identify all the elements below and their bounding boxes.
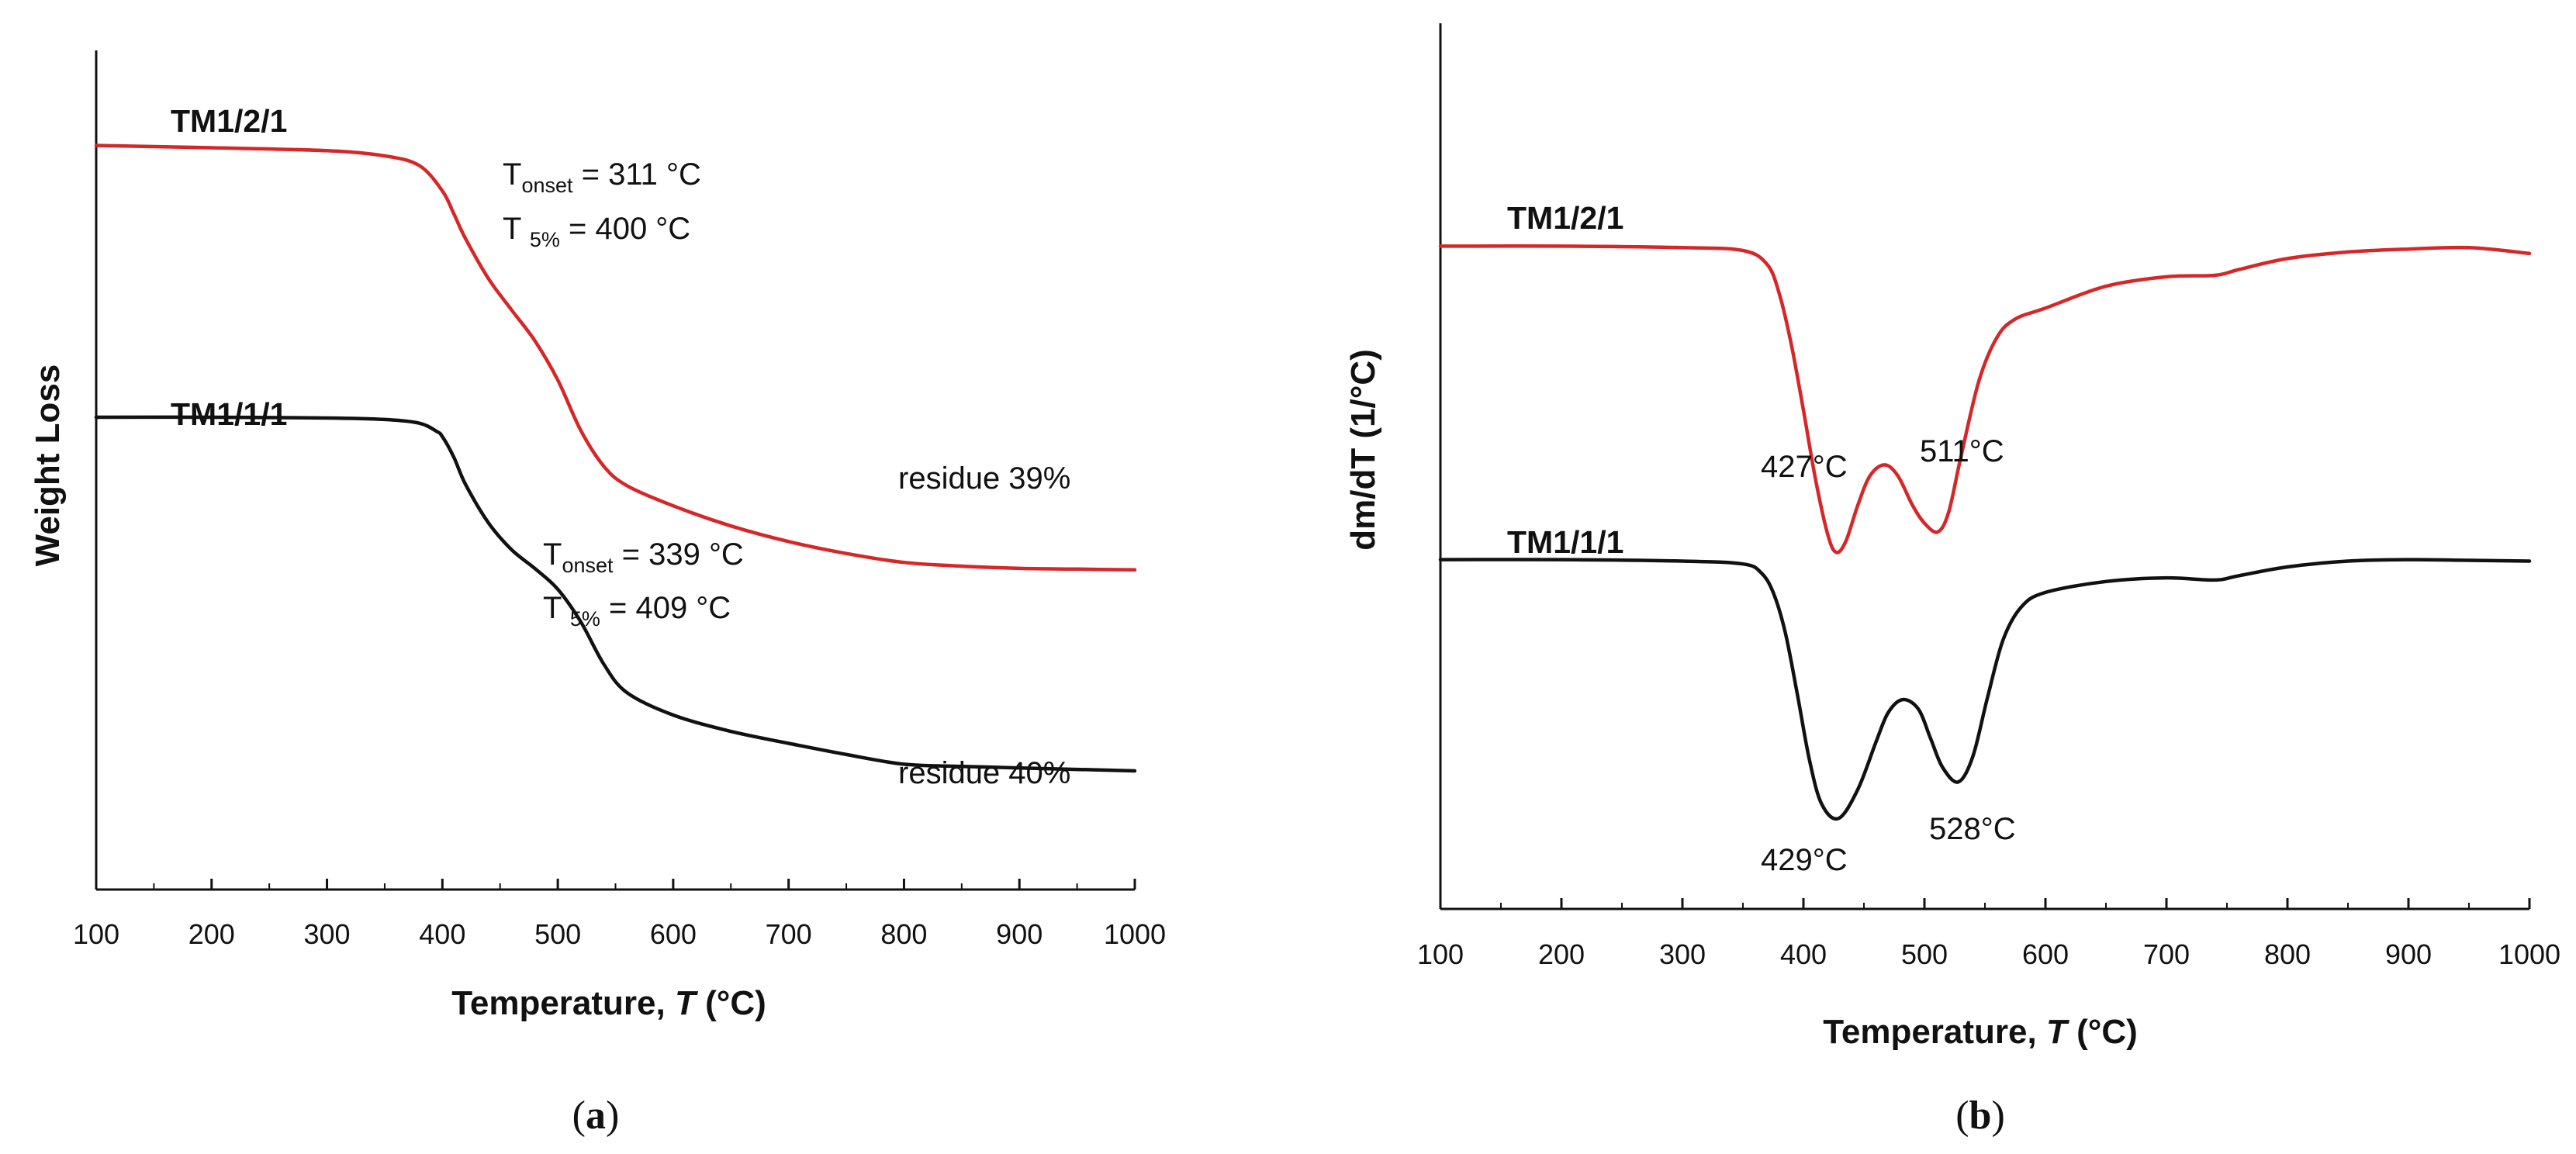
panel-b-x-axis-title: Temperature, T (°C) (1823, 1013, 2138, 1051)
panel-b-peak-528: 528°C (1929, 812, 2016, 846)
panel-a-x-tick-label: 100 (73, 918, 119, 950)
panel-a-series-line-tm121 (94, 143, 1137, 572)
panel-a-curves (94, 143, 1137, 773)
panel-a-x-tick-label: 600 (650, 918, 697, 950)
panel-a-x-tick-label: 200 (188, 918, 235, 950)
panel-a-x-tick-label: 400 (419, 918, 465, 950)
panel-b-x-tick-label: 800 (2264, 938, 2311, 970)
panel-a-x-tick-label: 800 (880, 918, 927, 950)
panel-b-x-tick-label: 600 (2022, 938, 2069, 970)
panel-b-series-label-tm111: TM1/1/1 (1507, 524, 1623, 560)
panel-b-series-line-tm111 (1438, 558, 2532, 821)
panel-a-label: (a) (572, 1094, 620, 1138)
panel-b-x-tick-label: 700 (2143, 938, 2190, 970)
panel-b-x-tick-label: 1000 (2498, 938, 2560, 970)
panel-b-x-tick-label: 500 (1901, 938, 1948, 970)
panel-b-x-tick-label: 200 (1538, 938, 1585, 970)
panel-a-t5-tm111: T 5% = 409 °C (543, 591, 731, 631)
panel-a: 100 200 300 400 500 600 700 800 900 1000 TM1/2/1 … (29, 50, 1166, 1138)
panel-b-x-tick-label: 400 (1780, 938, 1827, 970)
panel-a-series-label-tm121: TM1/2/1 (171, 103, 287, 139)
panel-b-peak-429: 429°C (1761, 843, 1848, 877)
panel-b-series-label-tm121: TM1/2/1 (1507, 200, 1623, 236)
panel-b-x-tick-label: 300 (1659, 938, 1706, 970)
panel-b: 100 200 300 400 500 600 700 800 900 1000 TM1/2/1 … (1344, 23, 2560, 1138)
panel-b-series-line-tm121 (1438, 244, 2532, 555)
panel-a-x-axis-title: Temperature, T (°C) (451, 984, 766, 1022)
panel-b-label: (b) (1955, 1094, 2005, 1138)
panel-a-tonset-tm121: Tonset = 311 °C (503, 157, 701, 197)
panel-a-tonset-tm111: Tonset = 339 °C (543, 537, 744, 577)
panel-a-residue-tm111: residue 40% (898, 756, 1070, 790)
panel-a-x-tick-label: 700 (766, 918, 812, 950)
panel-b-ticks: 100 200 300 400 500 600 700 800 900 1000 (1417, 898, 2560, 970)
panel-a-x-tick-label: 900 (996, 918, 1043, 950)
panel-a-residue-tm121: residue 39% (898, 461, 1070, 496)
panel-a-series-line-tm111 (94, 415, 1137, 773)
panel-b-peak-427: 427°C (1761, 450, 1848, 484)
panel-b-x-tick-label: 900 (2385, 938, 2432, 970)
panel-b-curves (1438, 244, 2532, 821)
panel-a-x-tick-label: 1000 (1104, 918, 1166, 950)
panel-b-x-tick-label: 100 (1417, 938, 1464, 970)
panel-a-x-tick-label: 500 (534, 918, 581, 950)
panel-a-series-label-tm111: TM1/1/1 (171, 396, 287, 432)
panel-a-y-axis-title: Weight Loss (29, 365, 67, 567)
panel-a-ticks: 100 200 300 400 500 600 700 800 900 1000 (73, 879, 1166, 950)
panel-a-x-tick-label: 300 (304, 918, 351, 950)
panel-b-y-axis-title: dm/dT (1/°C) (1344, 349, 1382, 551)
panel-b-peak-511: 511°C (1920, 434, 2004, 468)
panel-a-t5-tm121: T 5% = 400 °C (503, 212, 690, 251)
